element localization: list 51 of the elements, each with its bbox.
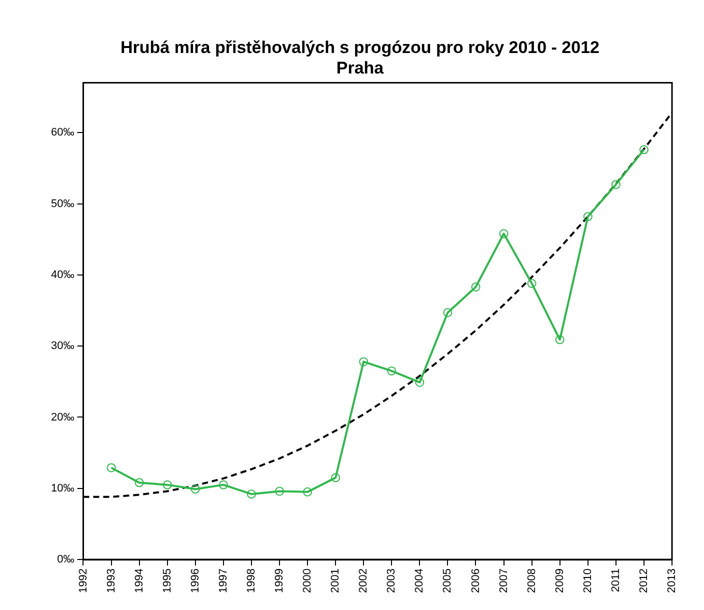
point: [134, 478, 144, 488]
x-tick-label: 1996: [189, 568, 202, 594]
x-tick-label: 1999: [274, 568, 286, 594]
x-tick-label: 2002: [358, 568, 370, 594]
point: [443, 308, 452, 318]
point: [274, 486, 284, 496]
chart-title: Hrubá míra přistěhovalých s progózou pro roky 2010 - 2012: [120, 38, 600, 57]
y-tick-label: 50‰: [50, 198, 74, 210]
x-tick-label: 2003: [386, 568, 398, 594]
x-tick-label: 2000: [302, 568, 314, 594]
x-tick-label: 2004: [414, 568, 426, 594]
point: [555, 335, 564, 344]
point: [499, 229, 508, 238]
x-tick-label: 2010: [582, 568, 594, 594]
point: [303, 487, 312, 496]
y-tick-label: 0‰: [57, 554, 74, 566]
y-tick-label: 40‰: [50, 268, 74, 281]
y-tick-label: 20‰: [50, 411, 74, 424]
y-tick-label: 30‰: [50, 340, 74, 352]
x-tick-label: 1994: [133, 568, 146, 594]
point: [246, 490, 256, 499]
point: [331, 473, 340, 482]
point: [639, 145, 648, 154]
x-tick-label: 2001: [330, 568, 342, 594]
x-tick-label: 1992: [77, 568, 90, 594]
x-tick-label: 2012: [638, 568, 650, 594]
point: [471, 282, 480, 292]
point: [611, 180, 620, 190]
x-tick-label: 2011: [610, 568, 622, 592]
point: [415, 378, 424, 387]
x-tick-label: 2007: [498, 568, 510, 594]
x-tick-label: 2013: [666, 568, 678, 594]
x-tick-label: 1997: [217, 568, 230, 594]
y-tick-label: 10‰: [50, 482, 74, 494]
x-tick-label: 2006: [470, 568, 482, 594]
chart-subtitle: Praha: [336, 58, 384, 78]
point: [527, 278, 536, 288]
point: [190, 484, 200, 494]
point: [218, 480, 228, 490]
point: [162, 480, 172, 490]
x-tick-label: 1993: [105, 568, 118, 594]
point: [583, 212, 592, 222]
x-tick-label: 1995: [161, 568, 174, 594]
x-tick-label: 2009: [554, 568, 566, 594]
x-tick-label: 2005: [442, 568, 454, 594]
x-tick-label: 1998: [245, 568, 258, 594]
point: [387, 366, 396, 376]
point: [359, 357, 368, 366]
y-tick-label: 60‰: [50, 126, 74, 139]
point: [106, 463, 116, 472]
x-tick-label: 2008: [526, 568, 538, 594]
